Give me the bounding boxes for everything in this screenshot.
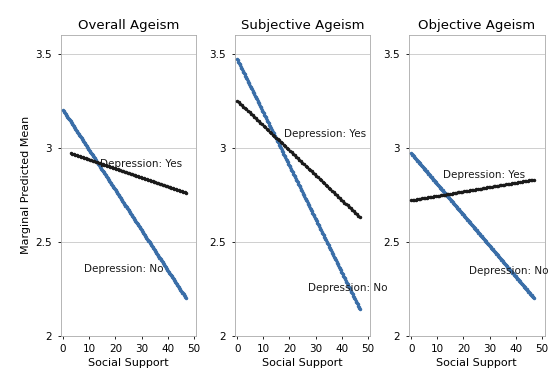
X-axis label: Social Support: Social Support	[262, 358, 343, 368]
Text: Depression: Yes: Depression: Yes	[100, 159, 182, 169]
Text: Depression: No: Depression: No	[84, 264, 163, 274]
Title: Objective Ageism: Objective Ageism	[418, 19, 535, 32]
X-axis label: Social Support: Social Support	[88, 358, 169, 368]
Title: Subjective Ageism: Subjective Ageism	[241, 19, 364, 32]
Title: Overall Ageism: Overall Ageism	[78, 19, 179, 32]
Text: Depression: Yes: Depression: Yes	[284, 129, 366, 139]
Text: Depression: No: Depression: No	[308, 283, 387, 293]
Text: Depression: Yes: Depression: Yes	[443, 170, 525, 180]
Y-axis label: Marginal Predicted Mean: Marginal Predicted Mean	[21, 116, 31, 254]
Text: Depression: No: Depression: No	[469, 266, 548, 276]
X-axis label: Social Support: Social Support	[436, 358, 517, 368]
